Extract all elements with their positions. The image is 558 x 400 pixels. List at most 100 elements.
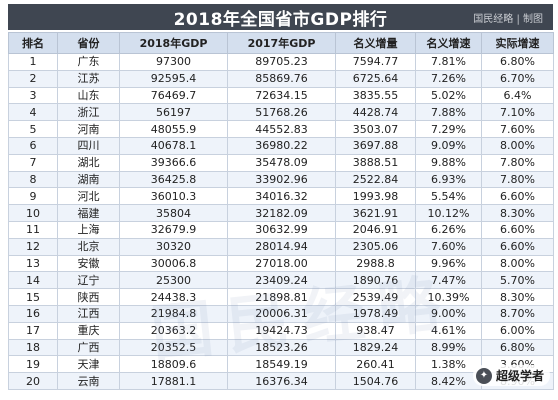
table-cell: 7 [8,153,58,172]
table-cell: 89705.23 [227,53,336,71]
table-cell: 6.93% [415,170,482,189]
table-cell: 2305.06 [335,237,416,256]
table-cell: 19 [8,355,58,374]
table-cell: 34016.32 [227,187,336,206]
table-cell: 4.61% [415,321,482,340]
table-cell: 30006.8 [119,254,228,273]
table-cell: 30632.99 [227,220,336,239]
table-cell: 23409.24 [227,271,336,290]
table-cell: 2539.49 [335,288,416,306]
table-row: 5 河南 48055.9 44552.83 3503.07 7.29% 7.60% [8,120,554,138]
brand-label: 国民经略 | 制图 [473,14,543,25]
table-cell: 16 [8,304,58,323]
table-cell: 17881.1 [119,372,228,390]
table-row: 4 浙江 56197 51768.26 4428.74 7.88% 7.10% [8,103,554,122]
table-cell: 260.41 [335,355,416,374]
table-cell: 2522.84 [335,170,416,189]
table-cell: 7.10% [481,103,554,122]
table-cell: 8.30% [481,204,554,222]
table-cell: 6.80% [481,338,554,357]
table-cell: 6.60% [481,220,554,239]
table-row: 18 广西 20352.5 18523.26 1829.24 8.99% 6.80% [8,338,554,357]
table-cell: 7.81% [415,53,482,71]
title-bar: 2018年全国省市GDP排行 国民经略 | 制图 [8,4,553,30]
table-cell: 8.00% [481,136,554,155]
table-cell: 20363.2 [119,321,228,340]
table-cell: 17 [8,321,58,340]
table-cell: 6.00% [481,321,554,340]
table-cell: 51768.26 [227,103,336,122]
table-row: 11 上海 32679.9 30632.99 2046.91 6.26% 6.60% [8,220,554,239]
table-cell: 44552.83 [227,120,336,138]
table-cell: 云南 [57,372,120,390]
table-cell: 1890.76 [335,271,416,290]
table-row: 7 湖北 39366.6 35478.09 3888.51 9.88% 7.80% [8,153,554,172]
table-cell: 97300 [119,53,228,71]
table-cell: 8.70% [481,304,554,323]
table-row: 6 四川 40678.1 36980.22 3697.88 9.09% 8.00% [8,136,554,155]
table-cell: 北京 [57,237,120,256]
table-row: 17 重庆 20363.2 19424.73 938.47 4.61% 6.00% [8,321,554,340]
table-cell: 18 [8,338,58,357]
table-cell: 1993.98 [335,187,416,206]
table-cell: 2046.91 [335,220,416,239]
table-row: 9 河北 36010.3 34016.32 1993.98 5.54% 6.60% [8,187,554,206]
table-cell: 广东 [57,53,120,71]
table-cell: 9.00% [415,304,482,323]
table-cell: 福建 [57,204,120,222]
table-cell: 5 [8,120,58,138]
table-cell: 15 [8,288,58,306]
table-row: 12 北京 30320 28014.94 2305.06 7.60% 6.60% [8,237,554,256]
account-icon: ✦ [475,367,492,384]
table-cell: 11 [8,220,58,239]
table-cell: 18523.26 [227,338,336,357]
table-cell: 32182.09 [227,204,336,222]
table-cell: 28014.94 [227,237,336,256]
table-cell: 7.80% [481,170,554,189]
table-cell: 湖南 [57,170,120,189]
column-header: 2017年GDP [227,32,336,54]
table-cell: 1504.76 [335,372,416,390]
gdp-ranking-table: 排名 省份 2018年GDP 2017年GDP 名义增量 名义增速 实际增速 1 广东 9730… [8,32,554,390]
table-cell: 10 [8,204,58,222]
table-cell: 8 [8,170,58,189]
table-row: 8 湖南 36425.8 33902.96 2522.84 6.93% 7.80% [8,170,554,189]
table-cell: 938.47 [335,321,416,340]
table-cell: 4 [8,103,58,122]
table-cell: 河南 [57,120,120,138]
table-cell: 36425.8 [119,170,228,189]
table-cell: 2 [8,69,58,88]
table-cell: 9.09% [415,136,482,155]
table-cell: 6.4% [481,86,554,105]
table-cell: 5.02% [415,86,482,105]
table-cell: 3503.07 [335,120,416,138]
table-cell: 76469.7 [119,86,228,105]
table-cell: 江苏 [57,69,120,88]
table-cell: 7.47% [415,271,482,290]
table-cell: 8.99% [415,338,482,357]
table-cell: 山东 [57,86,120,105]
table-cell: 3888.51 [335,153,416,172]
table-cell: 9 [8,187,58,206]
column-header: 名义增速 [415,32,482,54]
table-cell: 10.12% [415,204,482,222]
column-header: 名义增量 [335,32,416,54]
table-cell: 6.80% [481,53,554,71]
table-cell: 14 [8,271,58,290]
table-cell: 35478.09 [227,153,336,172]
table-cell: 12 [8,237,58,256]
table-cell: 92595.4 [119,69,228,88]
table-cell: 5.70% [481,271,554,290]
page-title: 2018年全国省市GDP排行 [173,9,388,30]
table-cell: 6725.64 [335,69,416,88]
table-cell: 6.60% [481,187,554,206]
table-cell: 16376.34 [227,372,336,390]
table-cell: 21984.8 [119,304,228,323]
table-cell: 39366.6 [119,153,228,172]
table-cell: 重庆 [57,321,120,340]
table-row: 16 江西 21984.8 20006.31 1978.49 9.00% 8.70% [8,304,554,323]
table-cell: 13 [8,254,58,273]
table-row: 3 山东 76469.7 72634.15 3835.55 5.02% 6.4% [8,86,554,105]
